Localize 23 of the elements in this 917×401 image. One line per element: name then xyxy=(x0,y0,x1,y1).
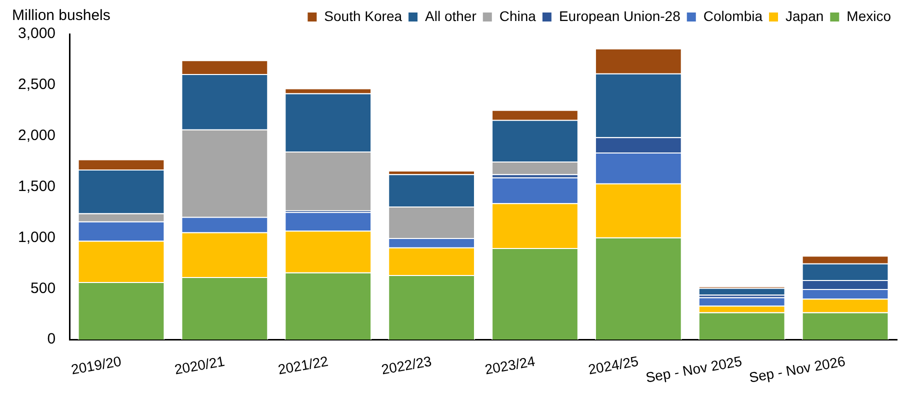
y-tick-label: 500 xyxy=(30,280,56,297)
y-tick-label: 3,000 xyxy=(18,25,56,42)
x-tick-label: 2024/25 xyxy=(586,352,640,378)
y-tick-label: 0 xyxy=(47,330,56,348)
y-tick-label: 1,000 xyxy=(18,228,56,246)
legend-label: China xyxy=(499,8,536,24)
y-tick-label: 2,500 xyxy=(18,76,56,94)
x-tick-label: Sep - Nov 2026 xyxy=(748,352,847,386)
legend-label: European Union-28 xyxy=(558,8,681,24)
legend-label: Mexico xyxy=(846,8,892,24)
x-tick-label: Sep - Nov 2025 xyxy=(644,352,744,386)
x-tick-label: 2023/24 xyxy=(484,352,536,378)
legend-label: All other xyxy=(425,8,477,24)
legend-label: Colombia xyxy=(703,8,763,24)
x-tick-label: 2019/20 xyxy=(70,352,123,378)
x-tick-label: 2020/21 xyxy=(173,352,226,378)
legend-label: South Korea xyxy=(324,8,402,24)
x-tick-label: 2021/22 xyxy=(276,352,330,378)
legend-label: Japan xyxy=(786,8,824,24)
y-axis-title: Million bushels xyxy=(12,7,110,24)
y-tick-label: 2,000 xyxy=(18,126,56,144)
y-tick-label: 1,500 xyxy=(18,178,56,195)
x-tick-label: 2022/23 xyxy=(380,352,433,378)
